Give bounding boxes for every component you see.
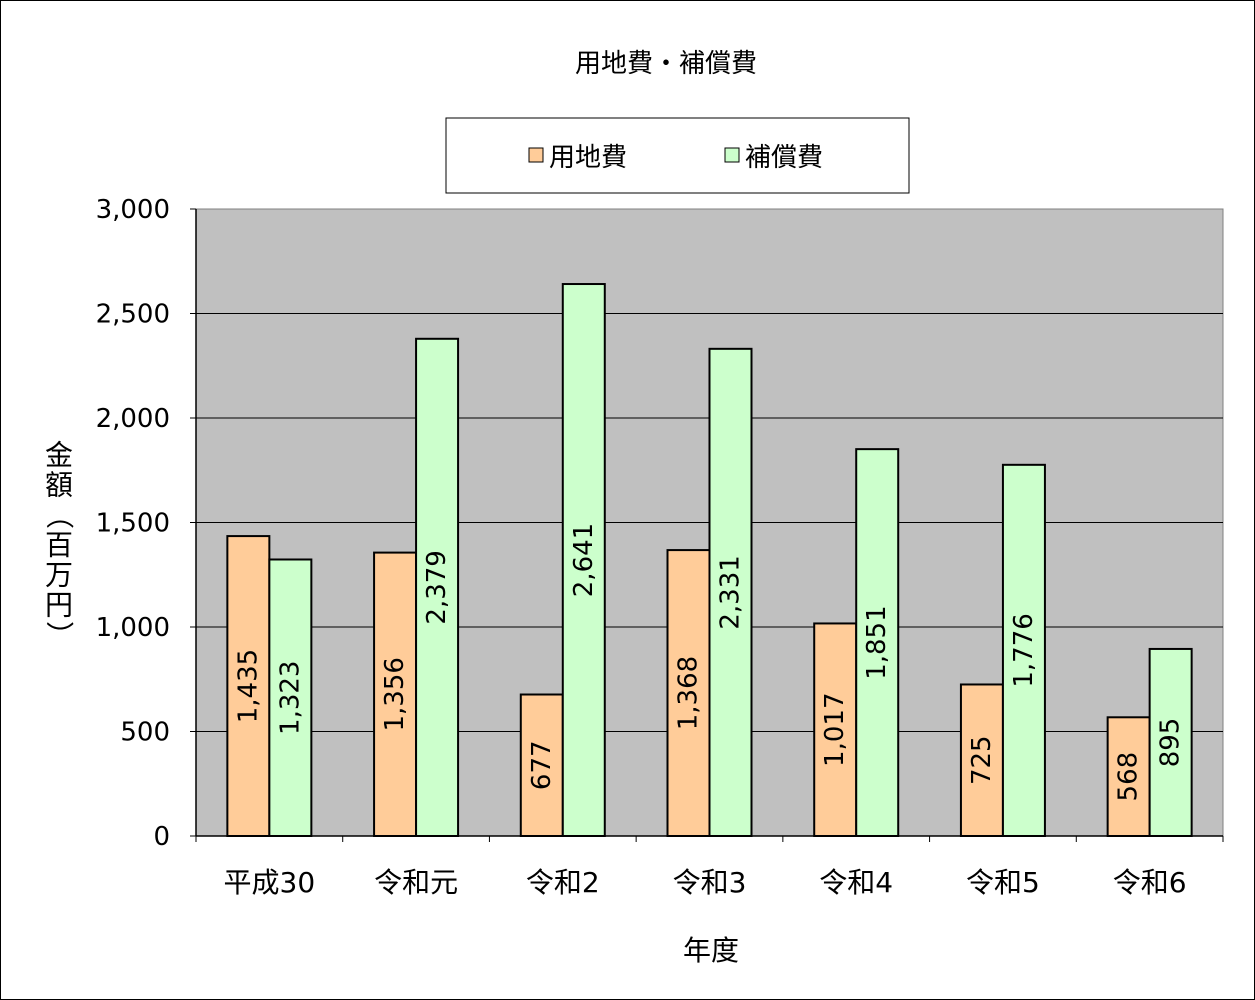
y-tick-label: 0 (153, 822, 170, 852)
bar-yochihi (519, 693, 564, 838)
y-tick-label: 2,500 (96, 300, 170, 330)
x-axis-title: 年度 (683, 934, 739, 967)
data-label: 2,641 (569, 523, 599, 597)
data-label: 1,368 (674, 656, 704, 730)
chart-title: 用地費・補償費 (575, 49, 757, 79)
data-label: 895 (1156, 718, 1186, 768)
x-tick-label: 令和3 (673, 866, 747, 899)
data-label: 1,323 (275, 661, 305, 735)
bar-hoshohi (1001, 463, 1046, 837)
bars (226, 283, 1193, 838)
y-axis-title-char: 万 (45, 559, 73, 592)
y-axis-title-char: （ (43, 501, 76, 529)
x-tick-label: 令和元 (374, 866, 458, 899)
data-label: 568 (1114, 752, 1144, 802)
bar-yochihi (373, 551, 418, 837)
data-label: 1,435 (233, 649, 263, 723)
bar-hoshohi (708, 347, 753, 837)
data-label: 1,356 (380, 657, 410, 731)
y-tick-label: 3,000 (96, 195, 170, 225)
data-label: 2,379 (422, 550, 452, 624)
x-tick-label: 令和2 (526, 866, 600, 899)
y-axis: 0 500 1,000 1,500 2,000 2,500 3,000 (96, 195, 197, 852)
bar-hoshohi (561, 283, 606, 837)
data-label: 1,017 (820, 693, 850, 767)
bar-hoshohi (268, 558, 313, 837)
y-axis-title: 金額（百万円） (43, 439, 76, 650)
bar-yochihi (226, 535, 271, 838)
legend-swatch-hoshohi (724, 147, 740, 163)
legend: 用地費 補償費 (445, 117, 910, 194)
data-label: 1,851 (862, 605, 892, 679)
bar-hoshohi (415, 337, 460, 837)
data-label: 1,776 (1009, 613, 1039, 687)
y-tick-label: 1,500 (96, 509, 170, 539)
bar-yochihi (666, 549, 711, 837)
legend-box (445, 117, 910, 194)
bar-yochihi (813, 622, 858, 838)
y-axis-title-char: 金 (45, 439, 73, 472)
bar-yochihi (1106, 716, 1151, 838)
y-axis-title-char: 百 (45, 529, 73, 562)
data-label: 677 (527, 740, 557, 790)
legend-label-hoshohi: 補償費 (745, 143, 823, 173)
x-tick-label: 平成30 (224, 866, 316, 899)
data-labels: 1,435 1,323 1,356 2,379 677 2,641 1,368 2,331 1,… (233, 523, 1185, 802)
bar-yochihi (959, 683, 1004, 837)
x-tick-label: 令和6 (1113, 866, 1187, 899)
legend-swatch-yochihi (528, 147, 544, 163)
y-axis-title-char: 円 (45, 589, 73, 622)
data-label: 2,331 (716, 555, 746, 629)
y-tick-label: 1,000 (96, 613, 170, 643)
x-tick-label: 令和5 (966, 866, 1040, 899)
data-label: 725 (967, 735, 997, 785)
y-tick-label: 500 (120, 718, 170, 748)
y-tick-label: 2,000 (96, 404, 170, 434)
legend-label-yochihi: 用地費 (549, 143, 627, 173)
x-axis: 平成30 令和元 令和2 令和3 令和4 令和5 令和6 (195, 835, 1224, 899)
bar-hoshohi (1148, 647, 1193, 837)
bar-hoshohi (855, 448, 900, 837)
y-axis-title-char: 額 (45, 469, 73, 502)
y-axis-title-char: ） (43, 621, 76, 649)
x-tick-label: 令和4 (819, 866, 893, 899)
